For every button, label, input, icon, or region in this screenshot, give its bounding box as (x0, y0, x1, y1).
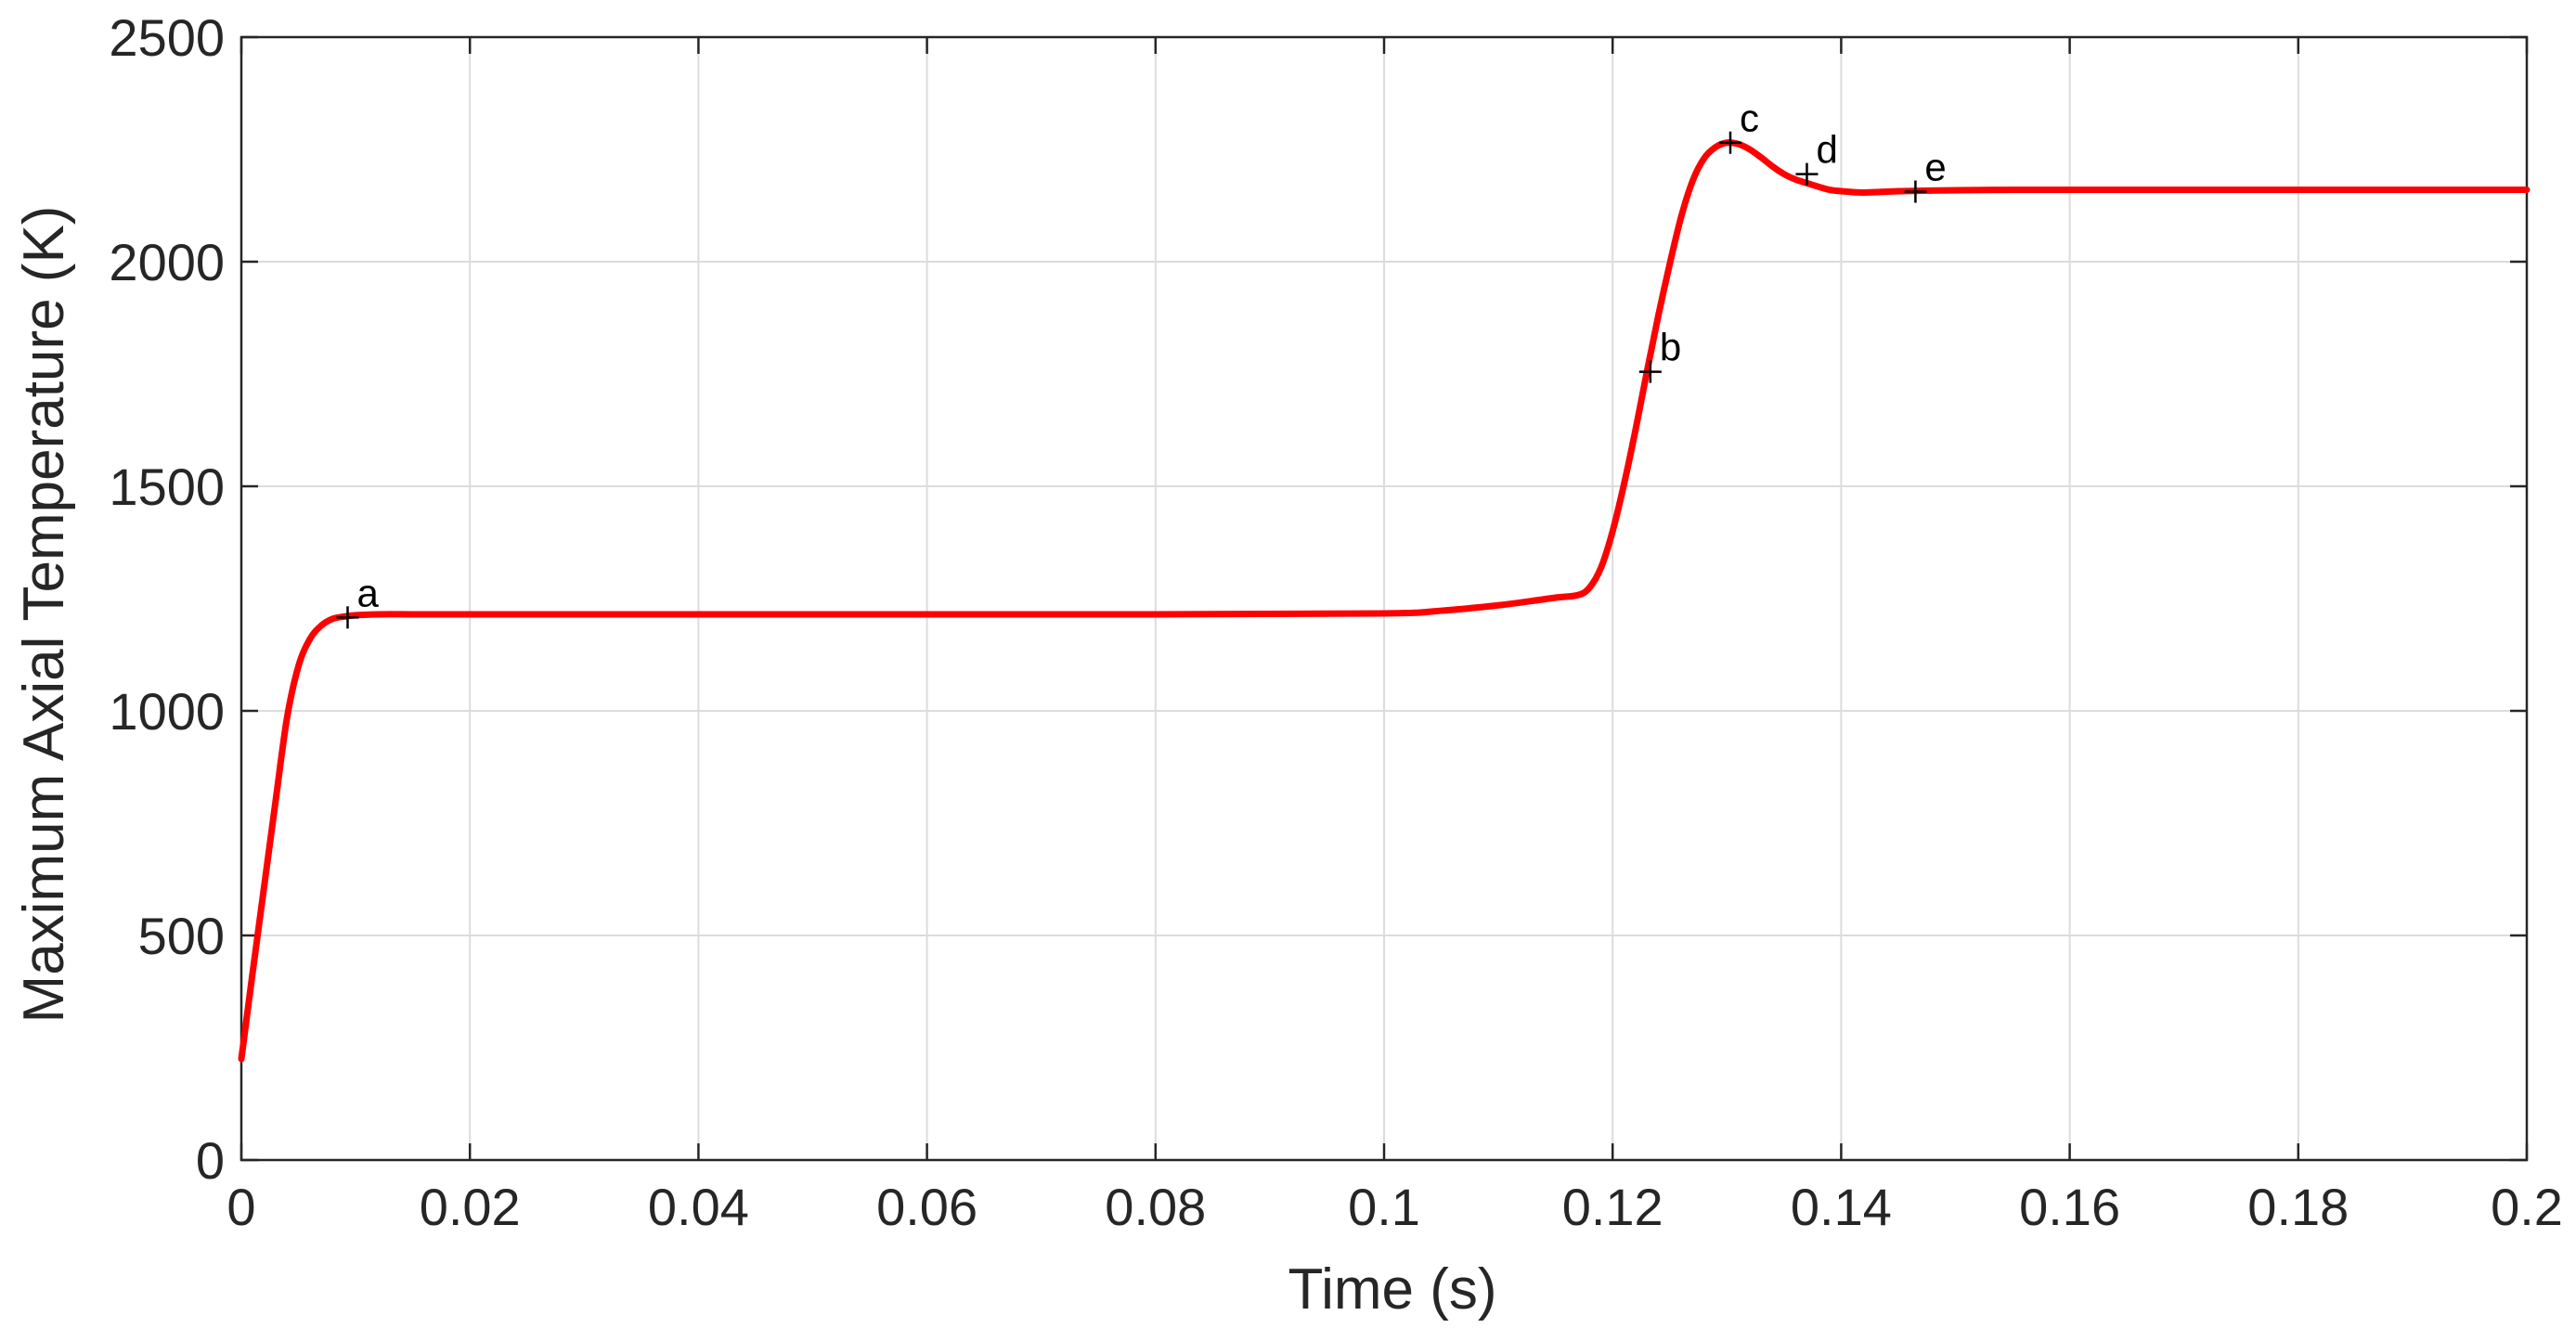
annotation-point-a: a (336, 571, 379, 629)
x-tick-label: 0.06 (876, 1178, 977, 1236)
x-tick-label: 0.2 (2491, 1178, 2563, 1236)
y-tick-label: 2500 (109, 8, 225, 67)
y-tick-label: 500 (138, 907, 225, 965)
y-axis-title: Maximum Axial Temperature (K) (12, 206, 76, 1024)
tick-labels: 0 0.02 0.04 0.06 0.08 0.1 0.12 0.14 0.16 0.18 0.2 0… (109, 8, 2563, 1236)
y-tick-label: 2000 (109, 233, 225, 291)
plot-frame (239, 35, 2529, 1162)
x-tick-label: 0.04 (648, 1178, 749, 1236)
x-tick-label: 0.08 (1105, 1178, 1206, 1236)
x-tick-label: 0.18 (2247, 1178, 2349, 1236)
x-tick-label: 0 (227, 1178, 255, 1236)
x-tick-label: 0.12 (1562, 1178, 1663, 1236)
annotation-label: e (1924, 145, 1946, 188)
grid (241, 37, 2527, 1160)
annotation-point-c: c (1718, 97, 1759, 154)
x-tick-label: 0.1 (1348, 1178, 1420, 1236)
y-tick-label: 1000 (109, 682, 225, 741)
annotation-point-e: e (1904, 145, 1947, 203)
series-layer (238, 139, 2531, 1063)
annotation-label: a (356, 571, 379, 614)
annotation-label: b (1660, 326, 1681, 369)
annotation-point-d: d (1795, 128, 1838, 186)
annotations: a b c d e (336, 97, 1947, 629)
x-tick-label: 0.02 (420, 1178, 521, 1236)
x-axis-title: Time (s) (1288, 1257, 1497, 1322)
x-tick-label: 0.16 (2019, 1178, 2120, 1236)
annotation-label: c (1740, 97, 1759, 140)
annotation-point-b: b (1638, 326, 1681, 383)
x-tick-label: 0.14 (1791, 1178, 1892, 1236)
y-tick-label: 1500 (109, 458, 225, 516)
series-line (238, 139, 2531, 1063)
annotation-label: d (1816, 128, 1837, 172)
y-tick-label: 0 (196, 1131, 225, 1190)
